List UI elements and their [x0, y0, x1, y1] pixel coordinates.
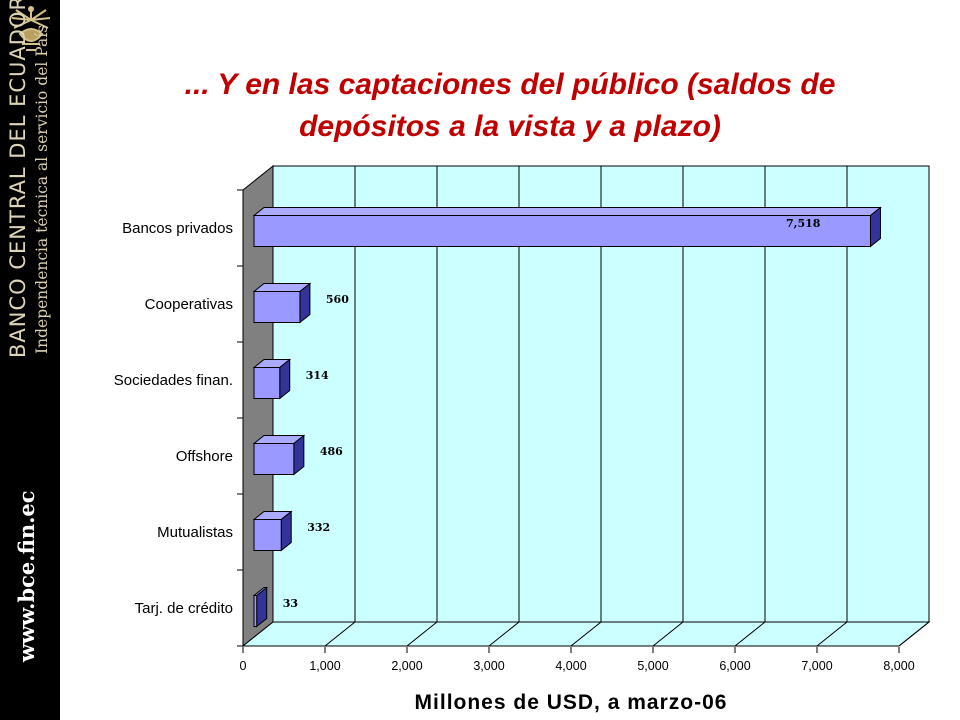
- data-label: 486: [320, 445, 343, 458]
- data-label: 7,518: [786, 217, 821, 230]
- category-label: Sociedades finan.: [114, 372, 233, 389]
- bar-top: [252, 207, 882, 216]
- x-tick-label: 7,000: [801, 659, 832, 673]
- data-label: 314: [306, 369, 329, 382]
- data-label: 33: [283, 597, 298, 610]
- brand-sidebar: BANCO CENTRAL DEL ECUADOR Independencia …: [0, 0, 60, 720]
- x-tick-label: 3,000: [473, 659, 504, 673]
- x-tick-label: 1,000: [309, 659, 340, 673]
- x-tick-label: 5,000: [637, 659, 668, 673]
- floor-gridline: [324, 621, 356, 647]
- slide-title-line-2: depósitos a la vista y a plazo): [299, 110, 721, 143]
- bar-face: [253, 367, 281, 399]
- floor-gridline: [652, 621, 684, 647]
- category-label: Tarj. de crédito: [135, 600, 233, 617]
- bar: [252, 206, 882, 248]
- floor-gridline: [816, 621, 848, 647]
- data-label: 332: [307, 521, 330, 534]
- slide-title-line-1: ... Y en las captaciones del público (sa…: [184, 68, 836, 101]
- data-label: 560: [326, 293, 349, 306]
- floor-gridline: [570, 621, 602, 647]
- bar: [252, 510, 293, 552]
- slide-title: ... Y en las captaciones del público (sa…: [60, 64, 960, 148]
- bar: [252, 282, 312, 324]
- category-label: Mutualistas: [157, 524, 233, 541]
- category-label: Offshore: [176, 448, 233, 465]
- x-tick-label: 4,000: [555, 659, 586, 673]
- x-tick-label: 0: [240, 659, 247, 673]
- coat-of-arms-icon: [11, 6, 51, 51]
- bar: [252, 434, 306, 476]
- floor-gridline: [488, 621, 520, 647]
- x-tick-label: 6,000: [719, 659, 750, 673]
- floor-gridline: [898, 621, 930, 647]
- x-tick-label: 8,000: [883, 659, 914, 673]
- floor-gridline: [734, 621, 766, 647]
- category-label: Cooperativas: [145, 296, 233, 313]
- x-tick-label: 2,000: [391, 659, 422, 673]
- bar: [252, 358, 292, 400]
- bar-face: [253, 291, 301, 323]
- category-label: Bancos privados: [122, 220, 233, 237]
- bar-face: [253, 519, 282, 551]
- bar-face: [253, 215, 871, 247]
- floor-gridline: [406, 621, 438, 647]
- bar-face: [253, 595, 258, 627]
- bar: [252, 586, 269, 628]
- x-axis-title: Millones de USD, a marzo-06: [415, 691, 728, 714]
- bar-face: [253, 443, 295, 475]
